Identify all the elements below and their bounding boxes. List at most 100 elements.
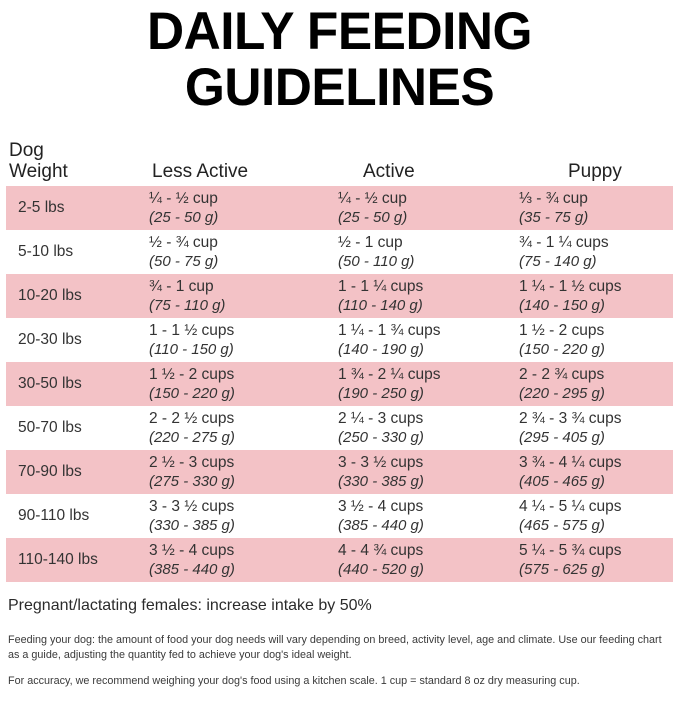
cell-active-grams: (330 - 385 g): [338, 473, 424, 490]
cell-active: 1 ¾ - 2 ¼ cups (190 - 250 g): [314, 365, 503, 403]
cell-dog-weight: 90-110 lbs: [18, 507, 90, 524]
cell-less-active-grams: (150 - 220 g): [149, 385, 235, 402]
cell-puppy-grams: (150 - 220 g): [519, 341, 605, 358]
cell-puppy-amount: 5 ¼ - 5 ¾ cups: [519, 542, 622, 559]
title-line-2: GUIDELINES: [184, 58, 495, 117]
cell-active-amount: ½ - 1 cup: [338, 234, 403, 251]
cell-active: 3 - 3 ½ cups (330 - 385 g): [314, 453, 503, 491]
cell-less-active-amount: 2 ½ - 3 cups: [149, 454, 235, 471]
cell-less-active-amount: ¾ - 1 cup: [149, 278, 214, 295]
cell-active-amount: 1 ¾ - 2 ¼ cups: [338, 366, 441, 383]
footer-paragraph-2: For accuracy, we recommend weighing your…: [8, 675, 580, 687]
cell-less-active-grams: (385 - 440 g): [149, 561, 235, 578]
cell-dog-weight: 110-140 lbs: [18, 551, 98, 568]
column-header-dog-weight-line1: Dog: [9, 140, 44, 161]
cell-active-grams: (25 - 50 g): [338, 209, 408, 226]
cell-active-grams: (440 - 520 g): [338, 561, 424, 578]
cell-active: 3 ½ - 4 cups (385 - 440 g): [314, 497, 503, 535]
cell-puppy: 5 ¼ - 5 ¾ cups (575 - 625 g): [503, 541, 673, 579]
cell-less-active-amount: ¼ - ½ cup: [149, 190, 218, 207]
table-row: 110-140 lbs 3 ½ - 4 cups (385 - 440 g) 4 - …: [6, 538, 673, 582]
cell-puppy-amount: 1 ½ - 2 cups: [519, 322, 605, 339]
cell-puppy: 2 - 2 ¾ cups (220 - 295 g): [503, 365, 673, 403]
cell-puppy-amount: 1 ¼ - 1 ½ cups: [519, 278, 622, 295]
table-row: 30-50 lbs 1 ½ - 2 cups (150 - 220 g) 1 ¾ - …: [6, 362, 673, 406]
cell-active-grams: (110 - 140 g): [338, 297, 423, 314]
page-title: DAILY FEEDING GUIDELINES: [0, 0, 679, 116]
cell-less-active-grams: (110 - 150 g): [149, 341, 234, 358]
cell-puppy: 1 ½ - 2 cups (150 - 220 g): [503, 321, 673, 359]
cell-active-grams: (190 - 250 g): [338, 385, 424, 402]
pregnant-lactating-note: Pregnant/lactating females: increase int…: [8, 597, 372, 614]
cell-active-amount: 2 ¼ - 3 cups: [338, 410, 424, 427]
cell-puppy: 3 ¾ - 4 ¼ cups (405 - 465 g): [503, 453, 673, 491]
table-row: 50-70 lbs 2 - 2 ½ cups (220 - 275 g) 2 ¼ - …: [6, 406, 673, 450]
column-header-dog-weight-line2: Weight: [9, 161, 68, 182]
cell-less-active-amount: ½ - ¾ cup: [149, 234, 218, 251]
cell-puppy-grams: (405 - 465 g): [519, 473, 605, 490]
cell-dog-weight: 50-70 lbs: [18, 419, 82, 436]
table-header-row: Dog Weight Less Active Active Puppy: [6, 132, 673, 186]
cell-active: 1 - 1 ¼ cups (110 - 140 g): [314, 277, 503, 315]
cell-active: ½ - 1 cup (50 - 110 g): [314, 233, 503, 271]
cell-puppy-grams: (35 - 75 g): [519, 209, 589, 226]
cell-less-active: ½ - ¾ cup (50 - 75 g): [127, 233, 314, 271]
cell-active-amount: 3 ½ - 4 cups: [338, 498, 424, 515]
cell-less-active-amount: 1 - 1 ½ cups: [149, 322, 235, 339]
cell-puppy-amount: ¾ - 1 ¼ cups: [519, 234, 609, 251]
cell-less-active: 1 - 1 ½ cups (110 - 150 g): [127, 321, 314, 359]
cell-puppy-grams: (295 - 405 g): [519, 429, 605, 446]
cell-active: 4 - 4 ¾ cups (440 - 520 g): [314, 541, 503, 579]
cell-active-amount: 4 - 4 ¾ cups: [338, 542, 424, 559]
cell-less-active: 2 ½ - 3 cups (275 - 330 g): [127, 453, 314, 491]
column-header-active: Active: [363, 161, 415, 182]
cell-less-active-grams: (25 - 50 g): [149, 209, 219, 226]
cell-puppy: ¾ - 1 ¼ cups (75 - 140 g): [503, 233, 673, 271]
cell-active-grams: (50 - 110 g): [338, 253, 415, 270]
cell-less-active: ¼ - ½ cup (25 - 50 g): [127, 189, 314, 227]
column-header-dog-weight: Dog Weight: [8, 140, 130, 182]
cell-puppy: 2 ¾ - 3 ¾ cups (295 - 405 g): [503, 409, 673, 447]
cell-less-active-grams: (275 - 330 g): [149, 473, 235, 490]
cell-puppy-amount: 4 ¼ - 5 ¼ cups: [519, 498, 622, 515]
cell-puppy-grams: (75 - 140 g): [519, 253, 597, 270]
cell-active-amount: 1 ¼ - 1 ¾ cups: [338, 322, 441, 339]
feeding-table: Dog Weight Less Active Active Puppy 2-5 …: [0, 132, 679, 582]
table-body: 2-5 lbs ¼ - ½ cup (25 - 50 g) ¼ - ½ cup (25 …: [6, 186, 673, 582]
cell-active: ¼ - ½ cup (25 - 50 g): [314, 189, 503, 227]
cell-active-amount: 3 - 3 ½ cups: [338, 454, 424, 471]
cell-puppy-grams: (140 - 150 g): [519, 297, 605, 314]
cell-dog-weight: 2-5 lbs: [18, 199, 65, 216]
cell-dog-weight: 70-90 lbs: [18, 463, 82, 480]
cell-puppy-amount: 2 - 2 ¾ cups: [519, 366, 605, 383]
cell-puppy: ⅓ - ¾ cup (35 - 75 g): [503, 189, 673, 227]
footer-paragraph-1: Feeding your dog: the amount of food you…: [8, 634, 662, 661]
cell-dog-weight: 10-20 lbs: [18, 287, 82, 304]
cell-puppy-grams: (575 - 625 g): [519, 561, 605, 578]
cell-active-amount: 1 - 1 ¼ cups: [338, 278, 424, 295]
cell-puppy-amount: 3 ¾ - 4 ¼ cups: [519, 454, 622, 471]
table-row: 5-10 lbs ½ - ¾ cup (50 - 75 g) ½ - 1 cup (50…: [6, 230, 673, 274]
cell-less-active-grams: (50 - 75 g): [149, 253, 219, 270]
cell-less-active-amount: 3 ½ - 4 cups: [149, 542, 235, 559]
cell-puppy-grams: (220 - 295 g): [519, 385, 605, 402]
cell-active: 1 ¼ - 1 ¾ cups (140 - 190 g): [314, 321, 503, 359]
table-row: 90-110 lbs 3 - 3 ½ cups (330 - 385 g) 3 ½ -…: [6, 494, 673, 538]
cell-less-active: 1 ½ - 2 cups (150 - 220 g): [127, 365, 314, 403]
footer-notes: Pregnant/lactating females: increase int…: [0, 582, 679, 689]
cell-less-active-grams: (75 - 110 g): [149, 297, 226, 314]
table-row: 10-20 lbs ¾ - 1 cup (75 - 110 g) 1 - 1 ¼ cu…: [6, 274, 673, 318]
cell-active-grams: (250 - 330 g): [338, 429, 424, 446]
table-row: 70-90 lbs 2 ½ - 3 cups (275 - 330 g) 3 - 3 …: [6, 450, 673, 494]
cell-less-active: 3 ½ - 4 cups (385 - 440 g): [127, 541, 314, 579]
title-line-1: DAILY FEEDING: [146, 2, 533, 61]
cell-active-grams: (140 - 190 g): [338, 341, 424, 358]
cell-less-active-grams: (220 - 275 g): [149, 429, 235, 446]
cell-puppy-amount: ⅓ - ¾ cup: [519, 190, 588, 207]
cell-active-amount: ¼ - ½ cup: [338, 190, 407, 207]
cell-less-active: ¾ - 1 cup (75 - 110 g): [127, 277, 314, 315]
cell-less-active: 2 - 2 ½ cups (220 - 275 g): [127, 409, 314, 447]
cell-puppy-grams: (465 - 575 g): [519, 517, 605, 534]
cell-active: 2 ¼ - 3 cups (250 - 330 g): [314, 409, 503, 447]
